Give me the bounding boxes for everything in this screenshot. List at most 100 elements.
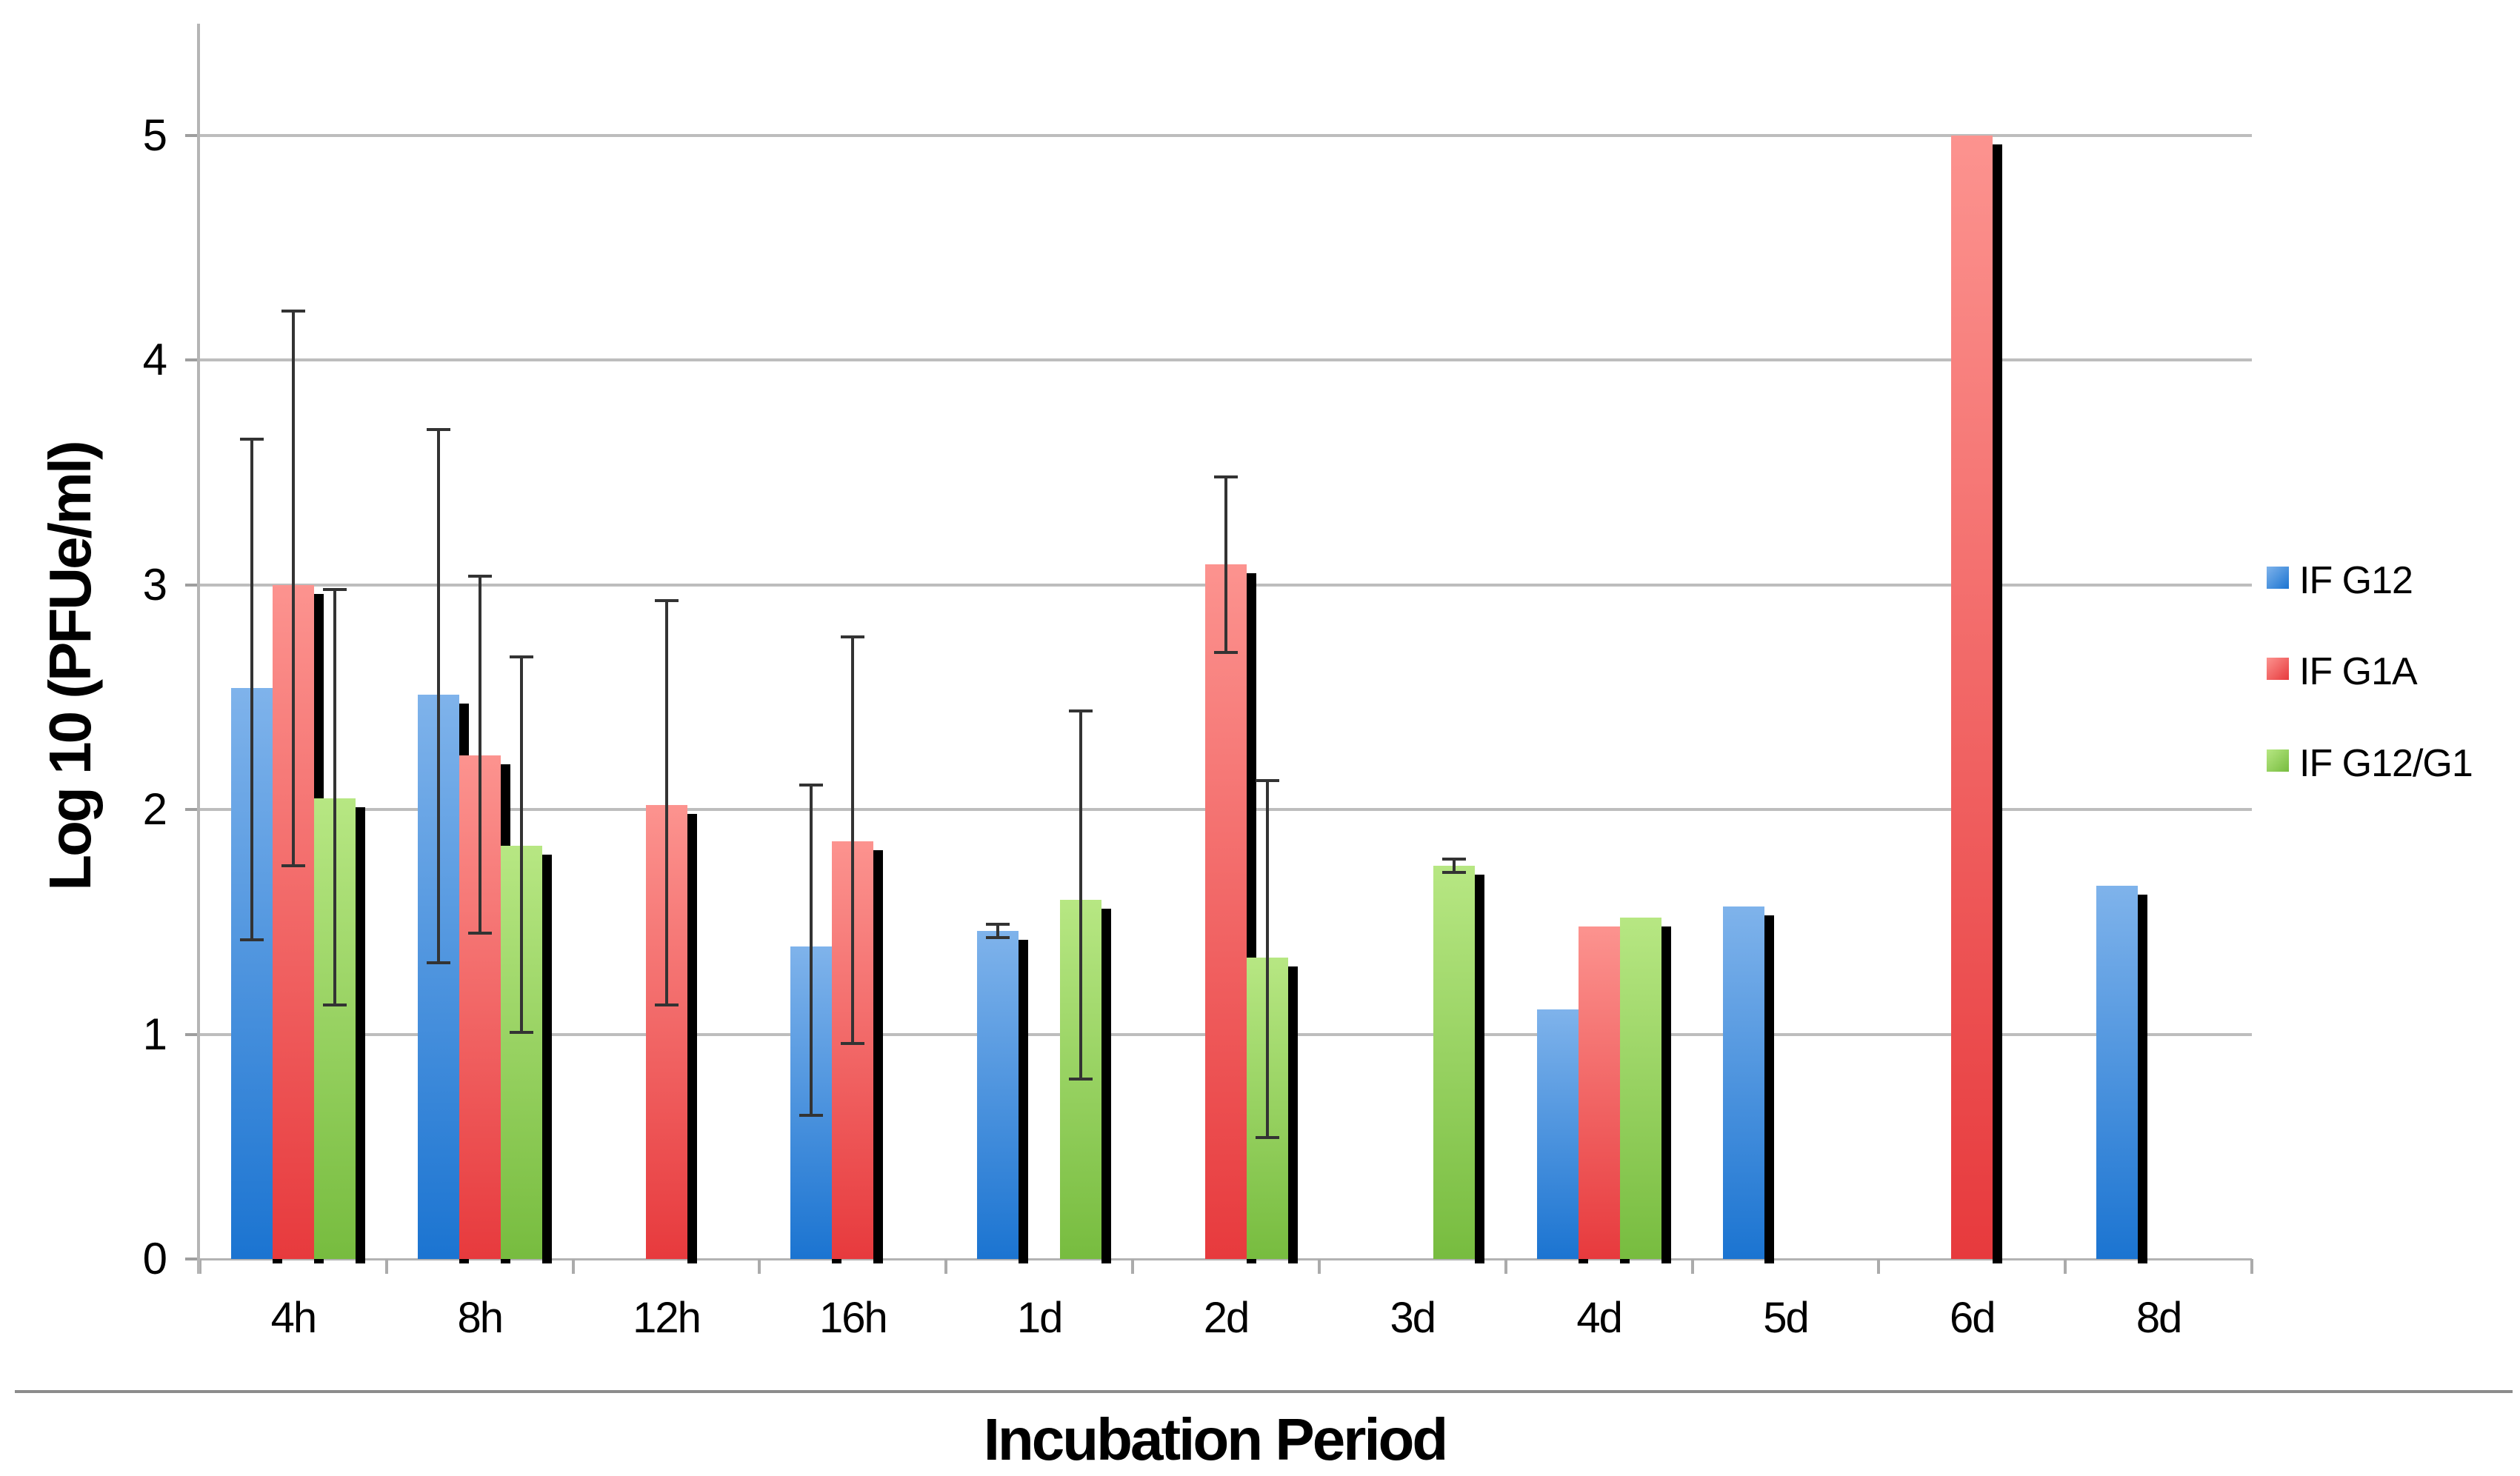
bar-if-g1a-4d <box>1578 926 1620 1259</box>
bar-if-g12-8d <box>2096 886 2139 1259</box>
y-tick-label: 4 <box>142 335 167 385</box>
bar-if-g12-1d <box>977 931 1019 1259</box>
error-bar-line <box>996 924 1000 938</box>
legend-swatch <box>2267 749 2289 772</box>
bar-if-g1a-6d <box>1951 136 1993 1259</box>
y-tick-label: 0 <box>142 1234 167 1283</box>
error-bar-cap <box>1214 475 1238 479</box>
x-axis-tick <box>384 1259 388 1274</box>
error-bar-cap <box>426 961 450 964</box>
error-bar-line <box>250 438 253 941</box>
x-axis-title: Incubation Period <box>983 1406 1449 1472</box>
bar-shadow <box>2138 895 2148 1263</box>
error-bar-cap <box>467 932 492 935</box>
error-bar-cap <box>281 864 305 868</box>
bar-shadow <box>355 807 365 1263</box>
error-bar-cap <box>799 1113 824 1117</box>
error-bar-cap <box>239 938 264 942</box>
x-tick-label: 6d <box>1950 1294 1996 1342</box>
legend-item-label: IF G12/G1 <box>2299 742 2473 785</box>
error-bar-line <box>519 656 523 1032</box>
legend-item-label: IF G1A <box>2299 650 2418 693</box>
y-tick-label: 3 <box>142 559 167 610</box>
y-tick-label: 2 <box>142 784 167 835</box>
bar-if-g1a-2d <box>1205 564 1247 1259</box>
x-tick-label: 8h <box>457 1294 504 1342</box>
bar-if-g12-4d <box>1536 1009 1579 1259</box>
error-bar-cap <box>1214 650 1238 654</box>
error-bar-cap <box>509 655 533 658</box>
x-axis-tick <box>2064 1259 2067 1274</box>
error-bar-cap <box>841 635 865 638</box>
y-axis-tick <box>185 808 200 812</box>
gridline <box>200 134 2252 137</box>
x-tick-label: 1d <box>1016 1294 1064 1342</box>
x-tick-label: 2d <box>1203 1294 1250 1342</box>
error-bar-cap <box>986 922 1010 926</box>
error-bar-line <box>436 430 440 963</box>
error-bar-line <box>478 575 481 934</box>
bar-shadow <box>1101 908 1112 1263</box>
x-axis-tick <box>944 1259 948 1274</box>
bar-shadow <box>1288 966 1298 1263</box>
legend-swatch <box>2267 567 2289 589</box>
error-bar-line <box>1452 858 1456 873</box>
error-bar-cap <box>281 309 305 313</box>
bar-shadow <box>687 814 697 1263</box>
error-bar-line <box>664 601 668 1006</box>
y-axis-tick <box>185 1258 200 1260</box>
x-axis-tick <box>199 1259 201 1274</box>
y-axis-tick <box>185 134 200 137</box>
error-bar-cap <box>1069 709 1093 712</box>
x-axis-tick <box>2250 1259 2253 1274</box>
error-bar-cap <box>426 428 450 432</box>
error-bar-line <box>1266 780 1269 1138</box>
gridline <box>200 358 2252 362</box>
y-tick-label: 5 <box>142 110 167 160</box>
error-bar-cap <box>509 1030 533 1034</box>
error-bar-cap <box>239 437 264 441</box>
error-bar-cap <box>1441 857 1466 861</box>
footer-divider-line <box>15 1390 2513 1393</box>
error-bar-cap <box>654 1004 679 1007</box>
y-axis-tick <box>185 1032 200 1036</box>
bar-shadow <box>1764 915 1775 1263</box>
error-bar-cap <box>1441 871 1466 875</box>
y-axis-line <box>197 24 200 1274</box>
x-tick-label: 16h <box>819 1294 888 1342</box>
bar-if-g12-5d <box>1723 906 1765 1259</box>
x-axis-line <box>200 1258 2252 1260</box>
error-bar-cap <box>467 574 492 578</box>
error-bar-cap <box>322 587 347 591</box>
error-bar-line <box>291 310 295 866</box>
error-bar-line <box>851 636 855 1043</box>
error-bar-line <box>333 589 336 1006</box>
bar-shadow <box>1019 940 1029 1263</box>
error-bar-line <box>810 784 813 1115</box>
error-bar-cap <box>841 1041 865 1045</box>
x-tick-label: 4h <box>270 1294 318 1342</box>
error-bar-line <box>1079 710 1083 1080</box>
bar-if-g12-g1-4d <box>1619 917 1661 1259</box>
x-axis-tick <box>1690 1259 1694 1274</box>
x-tick-label: 8d <box>2136 1294 2183 1342</box>
error-bar-cap <box>986 936 1010 940</box>
bar-if-g12-g1-3d <box>1433 866 1475 1259</box>
error-bar-cap <box>1069 1078 1093 1081</box>
y-tick-label: 1 <box>142 1009 167 1059</box>
x-axis-tick <box>1877 1259 1881 1274</box>
error-bar-line <box>1224 477 1227 652</box>
x-tick-label: 3d <box>1390 1294 1437 1342</box>
y-axis-tick <box>185 583 200 587</box>
error-bar-cap <box>654 599 679 603</box>
bar-shadow <box>541 854 552 1263</box>
x-axis-tick <box>1131 1259 1135 1274</box>
legend-item-label: IF G12 <box>2299 559 2413 602</box>
bar-shadow <box>1661 926 1671 1263</box>
error-bar-cap <box>1256 778 1279 782</box>
x-axis-tick <box>1317 1259 1321 1274</box>
bar-shadow <box>1474 875 1484 1263</box>
